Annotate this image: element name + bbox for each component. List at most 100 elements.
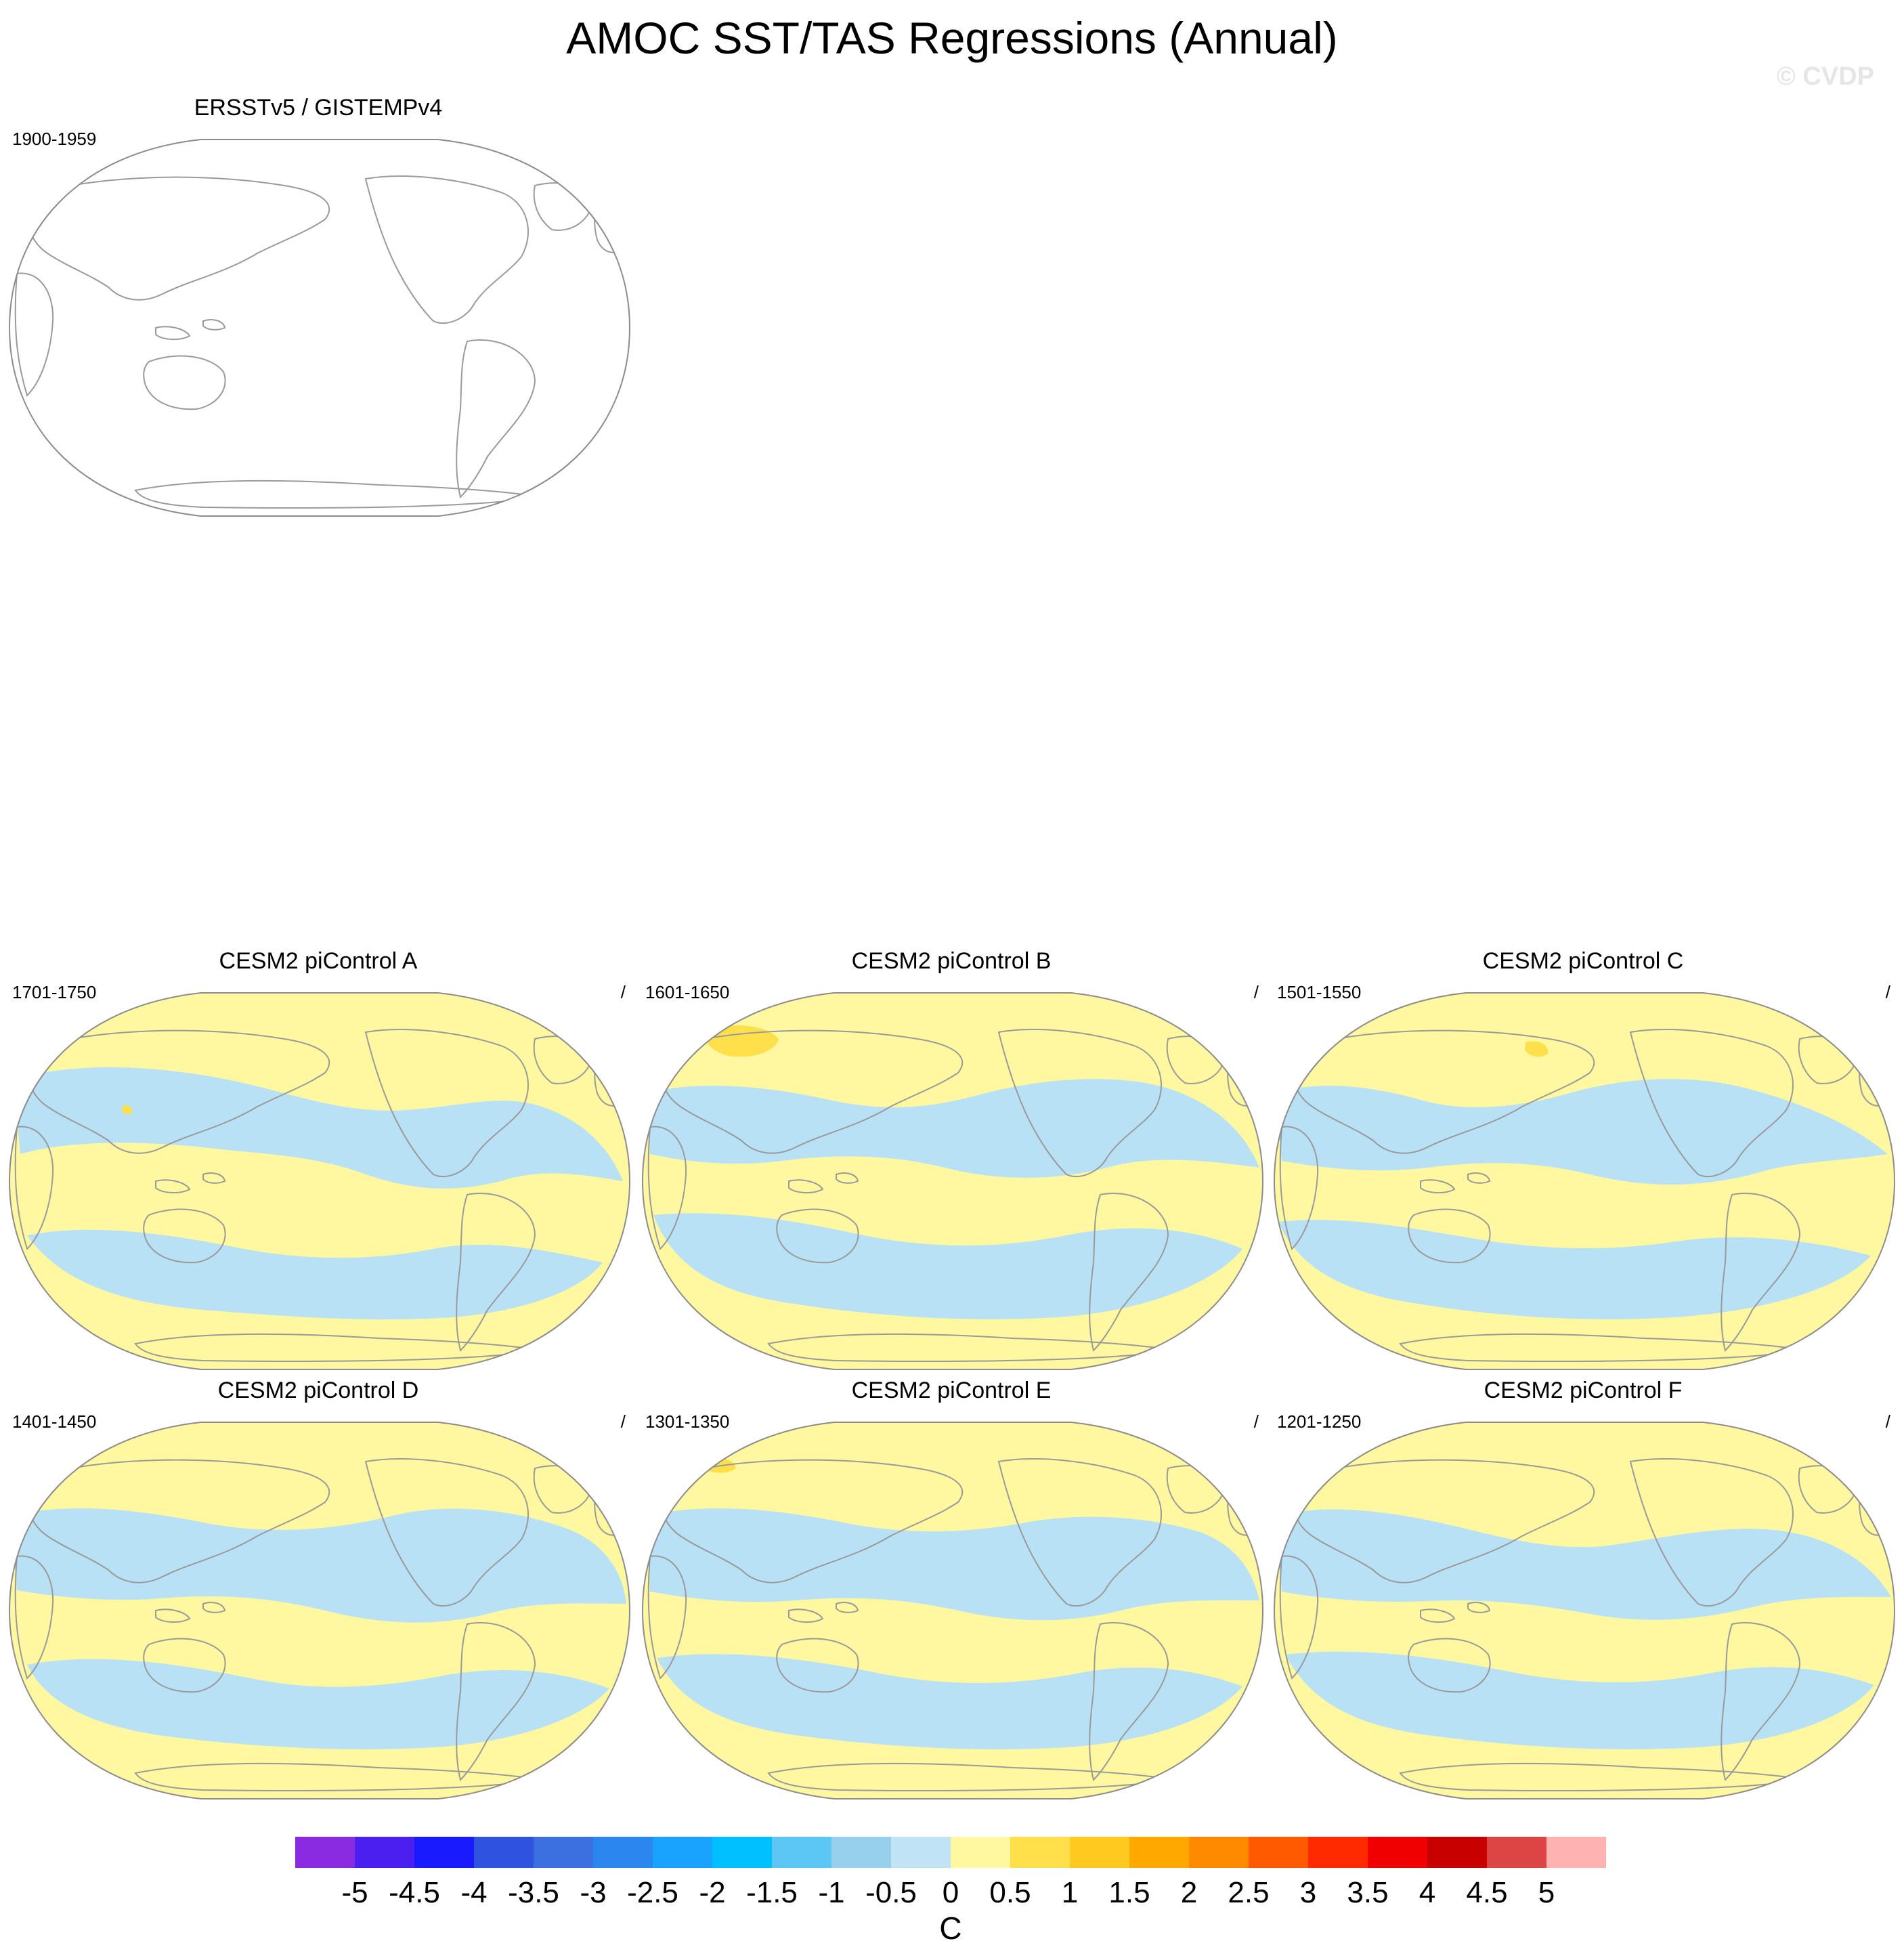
- coastline: [143, 1208, 226, 1264]
- coastline: [155, 326, 191, 340]
- positive-regression-hotspot: [121, 1105, 133, 1115]
- negative-regression-area: [1285, 1651, 1874, 1749]
- colorbar-box: [1249, 1837, 1308, 1868]
- map-c: [1273, 992, 1896, 1370]
- colorbar-box: [1010, 1837, 1070, 1868]
- coastline: [997, 1029, 1162, 1178]
- coastline: [143, 1638, 226, 1693]
- globe-outline: [641, 992, 1264, 1370]
- coastline: [1629, 1029, 1794, 1178]
- colorbar-box: [831, 1837, 891, 1868]
- map-panel-c: CESM2 piControl C 1501-1550 /: [1265, 948, 1901, 1370]
- coastline: [1467, 1602, 1491, 1613]
- globe-outline: [8, 1422, 631, 1799]
- colorbar-tick-label: -4.5: [389, 1876, 440, 1909]
- map-fill-layer: [1274, 993, 1895, 1369]
- map-fill-layer: [9, 993, 630, 1369]
- colorbar-tick-label: -2: [699, 1876, 726, 1909]
- negative-regression-area: [647, 1079, 1259, 1178]
- panel-years: 1301-1350: [645, 1411, 730, 1432]
- panel-title: CESM2 piControl A: [219, 948, 418, 974]
- colorbar-box: [951, 1837, 1010, 1868]
- empty-map-fill: [9, 140, 630, 516]
- map-fill-layer: [643, 1422, 1263, 1799]
- colorbar-box: [712, 1837, 772, 1868]
- map-panel-b: CESM2 piControl B 1601-1650 /: [633, 948, 1270, 1370]
- map-panel-d: CESM2 piControl D 1401-1450 /: [0, 1378, 636, 1799]
- coastline: [14, 1126, 54, 1250]
- coastline: [1467, 1172, 1491, 1184]
- negative-regression-area: [14, 1067, 623, 1189]
- colorbar-box: [1487, 1837, 1546, 1868]
- coastline: [28, 1459, 330, 1583]
- colorbar: [295, 1837, 1606, 1868]
- colorbar-box: [414, 1837, 474, 1868]
- coastline: [1420, 1609, 1456, 1623]
- globe-outline: [641, 1422, 1264, 1799]
- coastline: [28, 1029, 330, 1154]
- coastline: [997, 1458, 1162, 1607]
- negative-regression-area: [27, 1229, 603, 1320]
- colorbar-tick-label: -3: [580, 1876, 607, 1909]
- panel-years: 1900-1959: [12, 129, 97, 149]
- negative-regression-area: [653, 1213, 1242, 1319]
- coastline: [155, 1609, 191, 1623]
- panel-years: 1501-1550: [1277, 982, 1362, 1002]
- globe-outline: [8, 992, 631, 1370]
- coastline: [1279, 1555, 1319, 1680]
- negative-regression-area: [406, 1119, 515, 1157]
- figure-title: AMOC SST/TAS Regressions (Annual): [566, 13, 1338, 63]
- map-fill-layer: [1274, 1422, 1895, 1799]
- colorbar-box: [772, 1837, 831, 1868]
- colorbar-box: [1427, 1837, 1487, 1868]
- coastline: [364, 1029, 529, 1178]
- coastline: [661, 1029, 964, 1154]
- coastline: [1721, 1622, 1801, 1781]
- coastline: [14, 272, 54, 397]
- coastline: [836, 1602, 859, 1613]
- coastline: [202, 319, 226, 331]
- watermark: © CVDP: [1776, 62, 1874, 91]
- coastline: [456, 339, 536, 498]
- map-fill-layer: [643, 993, 1263, 1369]
- colorbar-box: [1189, 1837, 1249, 1868]
- panel-right-label: /: [620, 1411, 626, 1432]
- panel-title: ERSSTv5 / GISTEMPv4: [194, 95, 443, 121]
- negative-regression-area: [27, 1659, 609, 1749]
- coastline: [202, 1172, 226, 1184]
- colorbar-box: [1546, 1837, 1606, 1868]
- colorbar-tick-label: 5: [1538, 1876, 1555, 1909]
- coastline: [364, 175, 529, 324]
- colorbar-box: [1129, 1837, 1189, 1868]
- coastline: [836, 1172, 859, 1184]
- map-b: [641, 992, 1264, 1370]
- globe-outline: [8, 139, 631, 517]
- coastline: [155, 1179, 191, 1193]
- colorbar-tick-label: 0.5: [989, 1876, 1031, 1909]
- map-f: [1273, 1422, 1896, 1799]
- coastline: [14, 1555, 54, 1680]
- colorbar-box: [1368, 1837, 1427, 1868]
- coastline: [456, 1193, 536, 1352]
- positive-regression-hotspot: [1525, 1041, 1549, 1057]
- panel-right-label: /: [1885, 1411, 1890, 1432]
- colorbar-box: [295, 1837, 355, 1868]
- coastline: [1629, 1458, 1794, 1607]
- negative-regression-area: [647, 1508, 1259, 1621]
- colorbar-tick-label: 2.5: [1228, 1876, 1270, 1909]
- coastline: [202, 1602, 226, 1613]
- coastline: [456, 1622, 536, 1781]
- colorbar-box: [653, 1837, 712, 1868]
- colorbar-box: [474, 1837, 534, 1868]
- panel-years: 1601-1650: [645, 982, 730, 1002]
- colorbar-tick-label: -5: [341, 1876, 368, 1909]
- colorbar-tick-label: -4: [460, 1876, 488, 1909]
- colorbar-tick-label: 4: [1419, 1876, 1436, 1909]
- panel-years: 1401-1450: [12, 1411, 97, 1432]
- colorbar-tick-label: 3: [1299, 1876, 1317, 1909]
- panel-title: CESM2 piControl B: [851, 948, 1052, 974]
- positive-regression-hotspot: [705, 1025, 779, 1057]
- colorbar-tick-label: 1: [1061, 1876, 1079, 1909]
- coastline: [1420, 1179, 1456, 1193]
- negative-regression-area: [10, 1508, 626, 1623]
